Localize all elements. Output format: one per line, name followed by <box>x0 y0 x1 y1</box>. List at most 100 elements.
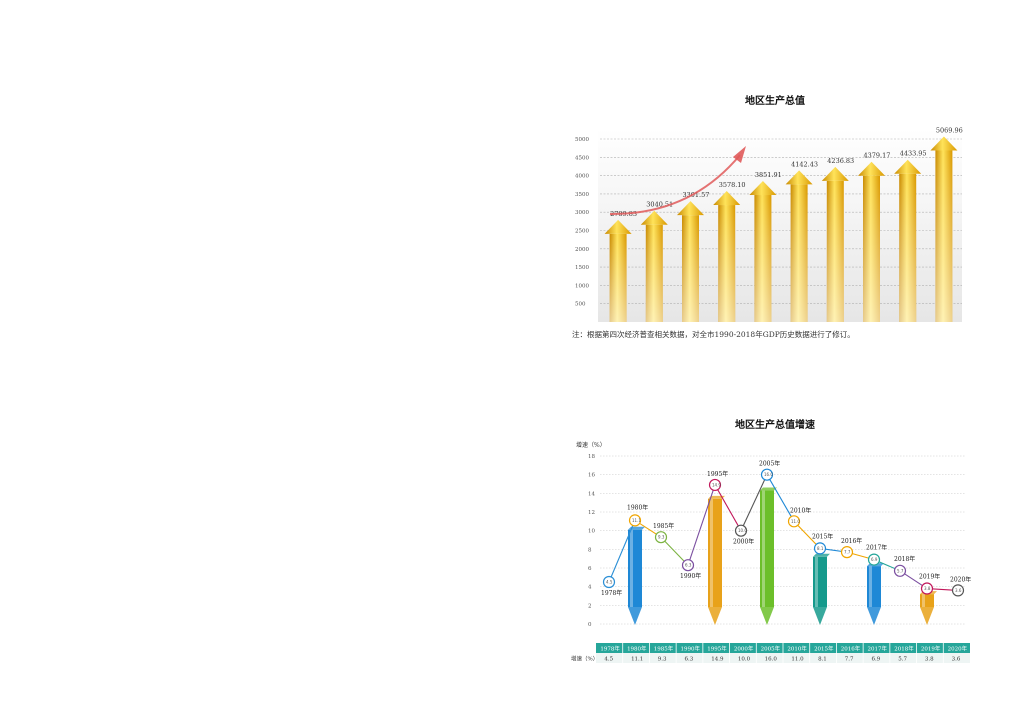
data-point <box>681 559 695 572</box>
point-value: 11.1 <box>632 518 641 523</box>
y-tick-label: 3500 <box>575 192 589 198</box>
table-header-cell: 1980年 <box>627 645 647 653</box>
bar-arrowhead <box>894 159 922 174</box>
point-year-label: 1990年 <box>680 572 701 580</box>
pencil-bar <box>920 591 937 625</box>
point-year-label: 1985年 <box>653 522 674 530</box>
pencil-shine <box>630 529 633 607</box>
table-header-cell: 2010年 <box>787 645 807 653</box>
table-header-cell: 2015年 <box>814 645 834 653</box>
point-year-label: 1978年 <box>601 589 622 597</box>
point-value: 6.3 <box>685 563 692 568</box>
pencil-tip <box>708 607 722 625</box>
bar-shine <box>754 195 772 322</box>
point-value: 6.9 <box>871 557 878 562</box>
data-point <box>628 514 642 527</box>
y-tick-label: 16 <box>588 473 595 479</box>
point-value: 7.7 <box>844 550 851 555</box>
line-segment <box>608 520 636 583</box>
point-year-label: 1995年 <box>707 470 728 478</box>
table-header-cell: 1985年 <box>654 645 674 653</box>
pencil-top <box>708 495 725 499</box>
data-point <box>840 546 854 559</box>
point-value: 9.3 <box>658 535 665 540</box>
bar-shine <box>863 175 880 322</box>
bar-arrowhead <box>604 219 632 234</box>
y-tick-label: 3000 <box>575 210 589 216</box>
y-tick-label: 1000 <box>575 283 589 289</box>
pencil-body <box>920 594 934 607</box>
bar-shine <box>682 215 699 322</box>
growth-chart-title: 地区生产总值增速 <box>735 420 815 431</box>
pencil-body <box>813 556 827 607</box>
bar-value-label: 4142.43 <box>791 160 818 168</box>
line-segment <box>740 474 768 531</box>
pencil-body <box>628 529 642 607</box>
pencil-tip <box>760 607 774 625</box>
bar-value-label: 5069.96 <box>936 126 963 134</box>
bar-arrowhead <box>713 191 741 206</box>
table-header-cell: 1995年 <box>707 645 727 653</box>
bar-value-label: 3040.51 <box>646 201 673 209</box>
point-value: 5.7 <box>897 568 904 573</box>
bar-shine <box>718 205 736 322</box>
table-header-cell: 2020年 <box>948 645 968 653</box>
bar-arrowhead <box>749 181 777 196</box>
y-axis-label: 增速（%） <box>576 441 606 449</box>
pencil-shine <box>869 566 872 607</box>
bar-arrowhead <box>858 161 885 176</box>
table-value-cell: 7.7 <box>845 657 854 663</box>
pencil-tip <box>813 607 827 625</box>
pencil-body <box>760 490 774 607</box>
y-tick-label: 2000 <box>575 247 589 253</box>
y-tick-label: 4000 <box>575 174 589 180</box>
y-tick-label: 4 <box>588 585 592 591</box>
bar-arrowhead <box>930 136 958 151</box>
data-point <box>734 524 748 537</box>
bar-value-label: 3301.57 <box>683 191 710 199</box>
table-value-cell: 9.3 <box>658 657 667 663</box>
y-tick-label: 6 <box>588 566 592 572</box>
bar-shine <box>609 233 627 322</box>
pencil-shine <box>710 498 713 607</box>
table-value-cell: 16.0 <box>765 657 778 663</box>
y-tick-label: 4500 <box>575 155 589 161</box>
y-tick-label: 1500 <box>575 265 589 271</box>
bar-shine <box>826 180 844 322</box>
table-value-cell: 11.0 <box>791 657 804 663</box>
data-point <box>920 582 934 595</box>
pencil-top <box>813 553 830 557</box>
point-value: 4.5 <box>606 580 613 585</box>
pencil-shine <box>762 490 765 607</box>
pencil-bar <box>813 553 830 625</box>
y-tick-label: 14 <box>588 491 595 497</box>
line-segment <box>687 484 716 566</box>
point-year-label: 2019年 <box>919 573 940 581</box>
bar-value-label: 4379.17 <box>864 152 891 160</box>
point-value: 14.9 <box>712 482 721 487</box>
pencil-tip <box>867 607 881 625</box>
bar-value-label: 4236.83 <box>827 157 854 165</box>
data-point <box>893 564 907 577</box>
point-year-label: 2018年 <box>894 555 915 563</box>
y-tick-label: 2 <box>588 603 592 609</box>
point-year-label: 2020年 <box>950 575 971 583</box>
trend-arrowhead <box>733 146 746 163</box>
bar-value-label: 3578.10 <box>719 181 746 189</box>
table-header-cell: 2018年 <box>894 645 914 653</box>
point-year-label: 1980年 <box>627 503 648 511</box>
table-header-cell: 1990年 <box>681 645 701 653</box>
pencil-body <box>867 566 881 607</box>
table-value-cell: 11.1 <box>631 657 643 663</box>
data-point <box>867 553 881 566</box>
table-value-cell: 14.9 <box>711 657 724 663</box>
point-value: 3.8 <box>924 586 931 591</box>
line-segment <box>793 520 821 549</box>
pencil-shine <box>815 556 818 607</box>
table-value-cell: 8.1 <box>818 657 827 663</box>
table-value-cell: 4.5 <box>604 657 613 663</box>
point-year-label: 2000年 <box>733 538 754 546</box>
bar-shine <box>790 184 808 322</box>
table-header-cell: 2000年 <box>734 645 754 653</box>
point-year-label: 2017年 <box>866 544 887 552</box>
